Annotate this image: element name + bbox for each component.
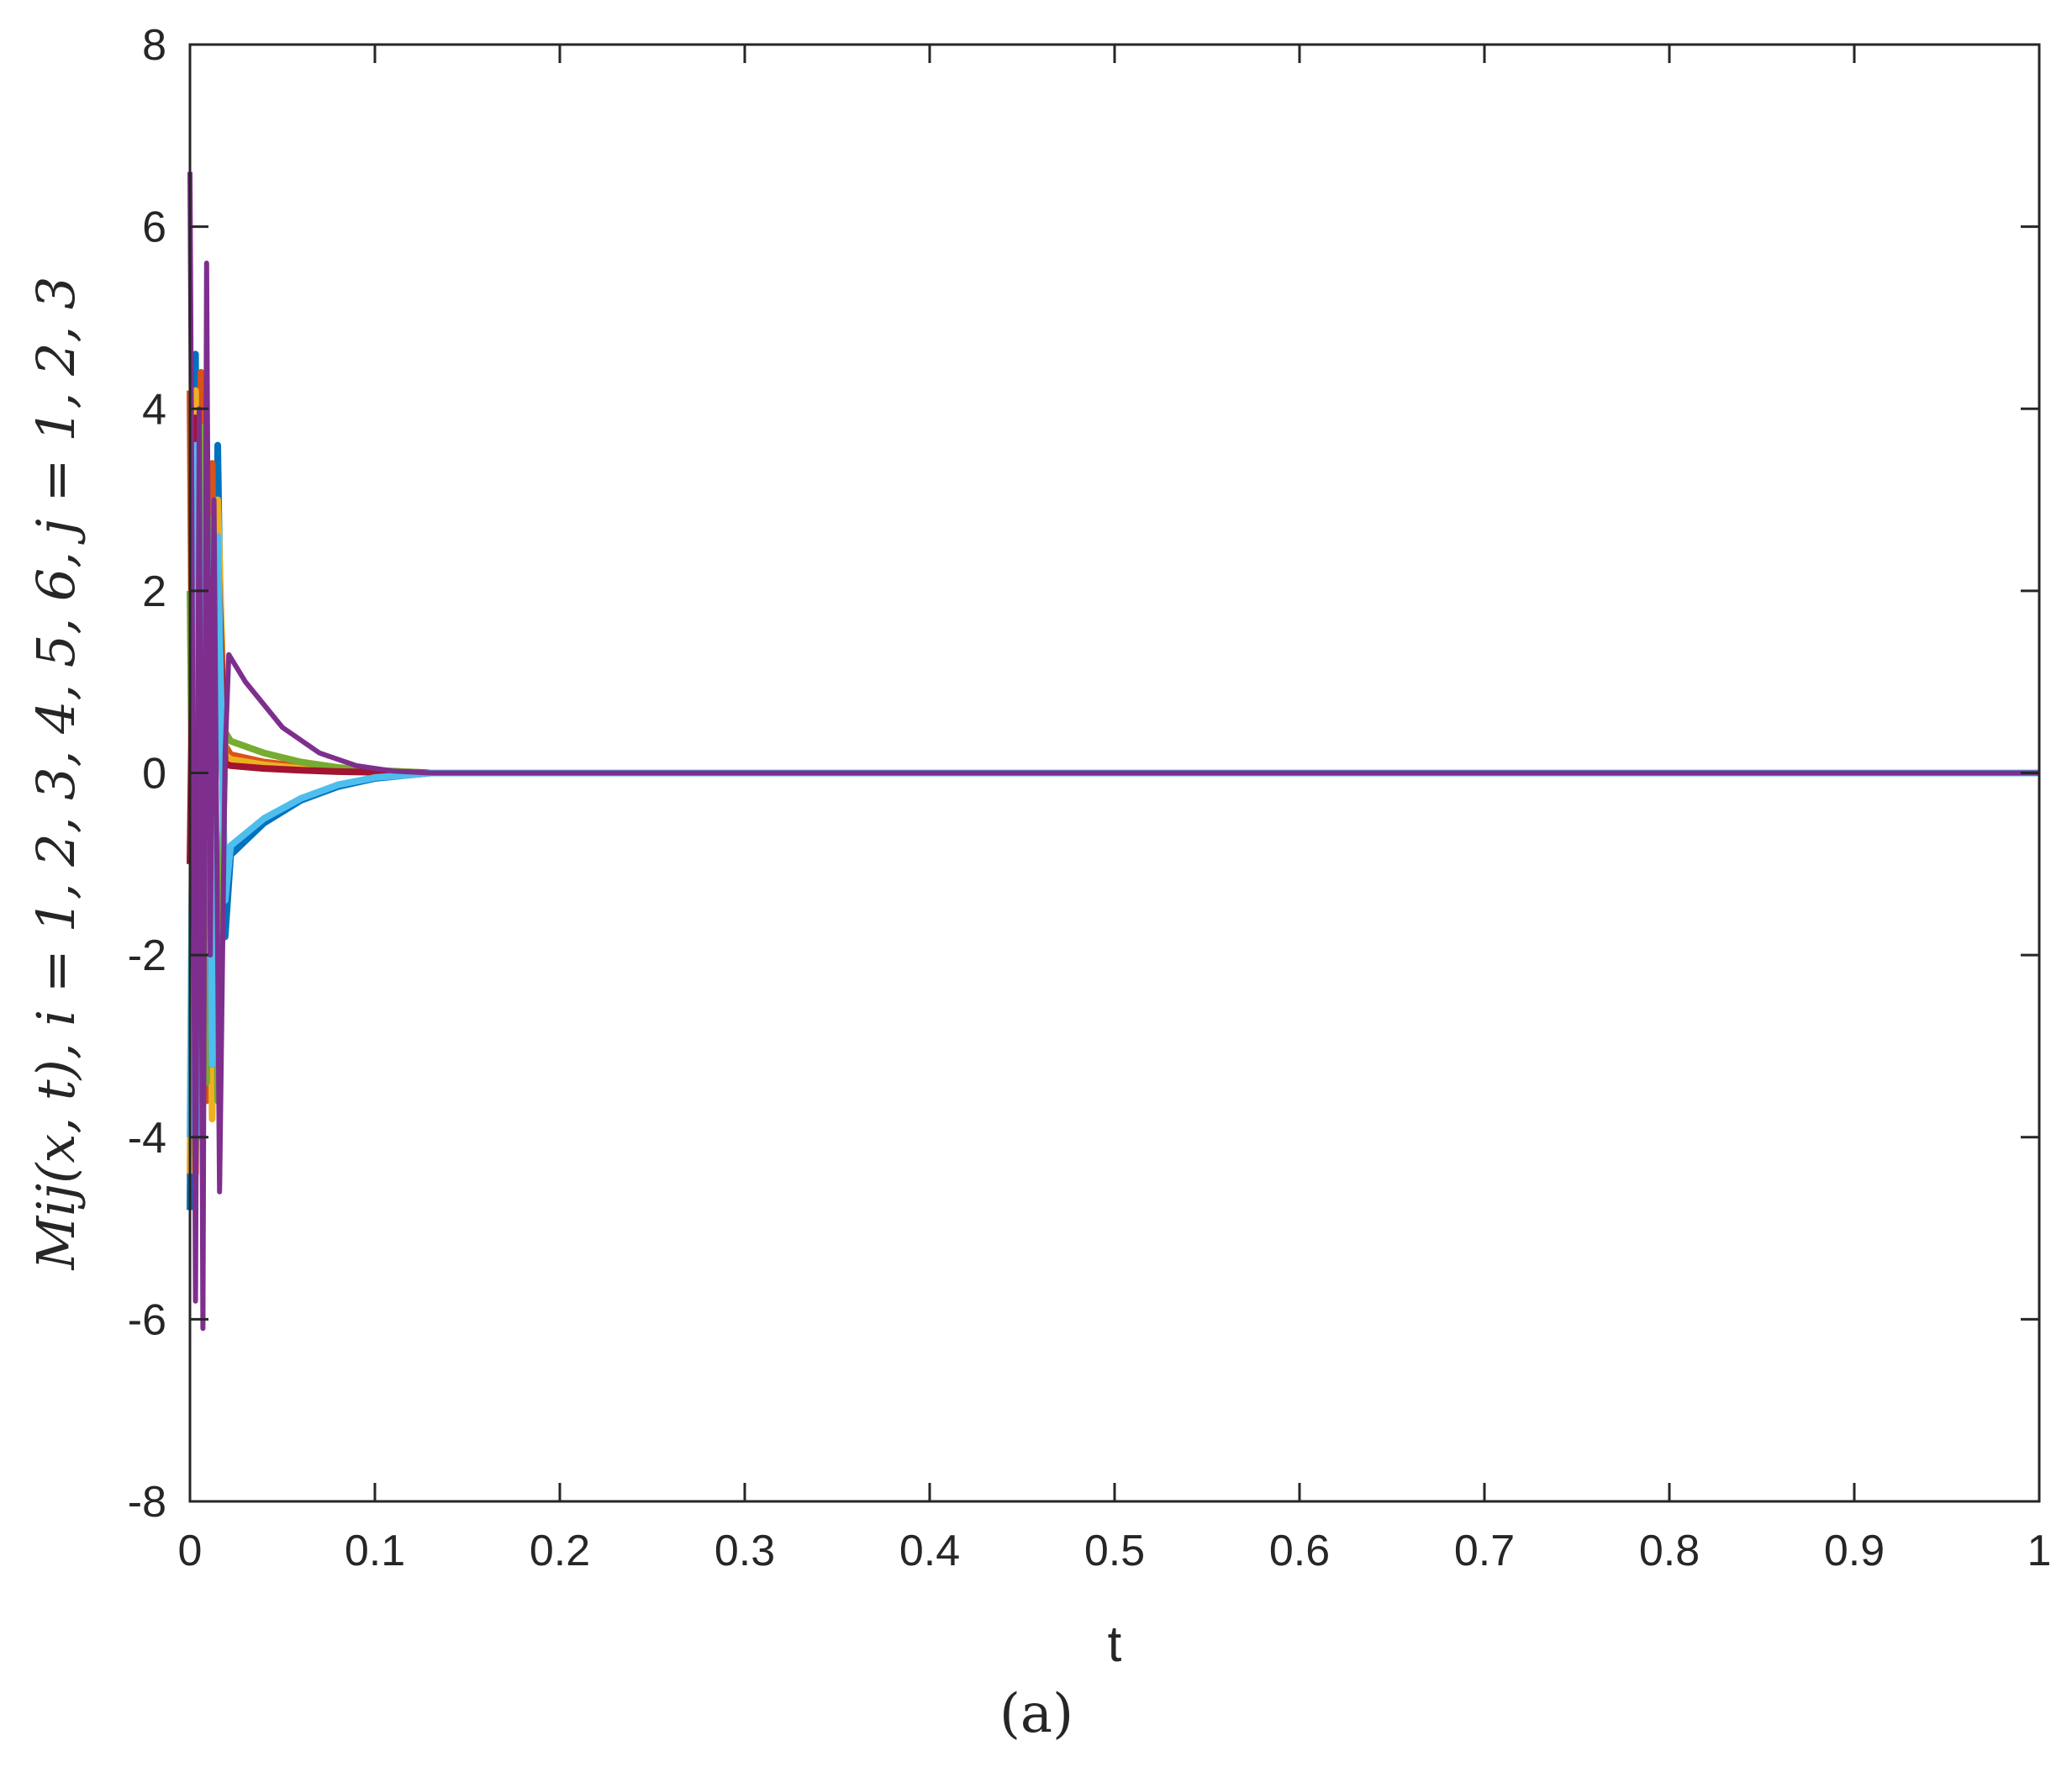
x-tick-label: 0.3 [714,1527,775,1575]
series-line-6 [187,441,2039,1141]
x-tick-label: 0.5 [1084,1527,1145,1575]
x-tick-label: 0.8 [1639,1527,1700,1575]
series-line-1 [187,351,2039,1211]
x-tick-label: 0.9 [1824,1527,1885,1575]
y-axis-label: Mij(x, t), i = 1, 2, 3, 4, 5, 6, j = 1, … [25,277,87,1271]
x-tick-label: 0.7 [1454,1527,1515,1575]
series-line-4 [187,423,2039,1159]
y-tick-label: 8 [142,21,166,70]
x-axis-ticks: 0 0.1 0.2 0.3 0.4 0.5 0.6 0.7 0.8 0.9 1 [178,45,2052,1575]
y-tick-label: 2 [142,567,166,616]
series-line-3 [187,387,2039,1174]
x-tick-label: 0.6 [1269,1527,1330,1575]
y-tick-label: 0 [142,750,166,799]
series-layer [187,171,2039,1332]
y-tick-label: 6 [142,203,166,252]
y-tick-label: 4 [142,385,166,434]
series-line-7 [187,171,2039,1332]
x-tick-label: 0.1 [345,1527,405,1575]
x-tick-label: 1 [2027,1527,2052,1575]
series-line-5 [187,414,2039,1141]
x-tick-label: 0 [178,1527,203,1575]
y-tick-label: -4 [128,1114,166,1163]
y-tick-label: -8 [128,1478,166,1527]
x-tick-label: 0.2 [530,1527,590,1575]
y-tick-label: -6 [128,1295,166,1344]
figure-caption: (a) [999,1683,1073,1745]
y-axis-ticks: -8 -6 -4 -2 0 2 4 6 8 [128,21,2039,1527]
x-tick-label: 0.4 [899,1527,960,1575]
y-tick-label: -2 [128,931,166,980]
x-axis-label: t [1108,1616,1122,1672]
